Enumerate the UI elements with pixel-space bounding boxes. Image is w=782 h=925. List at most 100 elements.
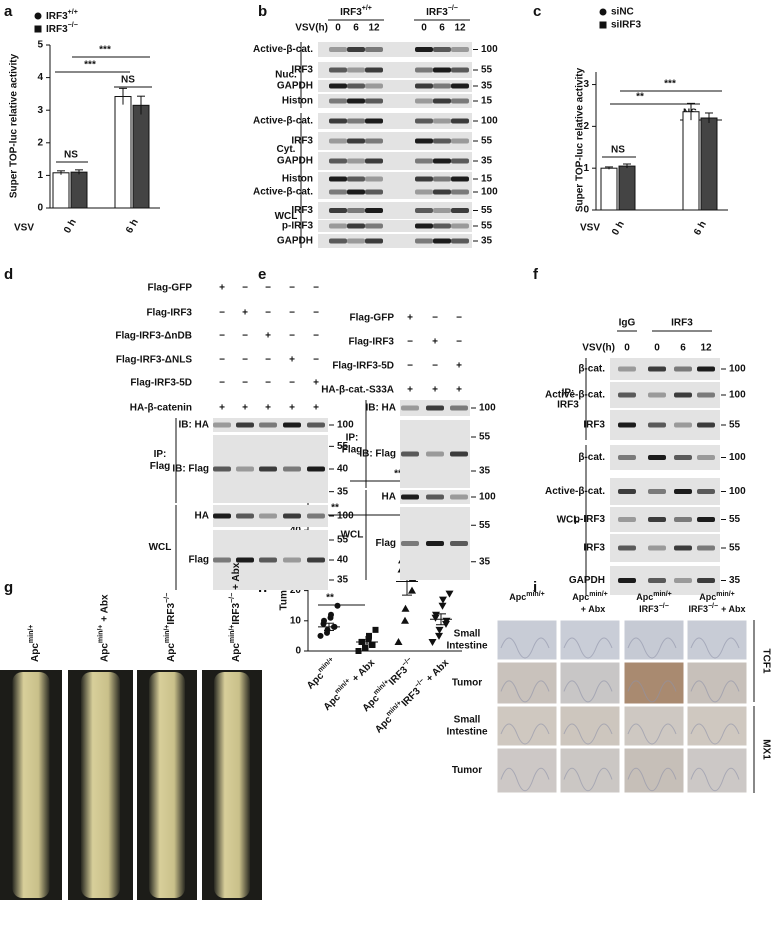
- histology-texture: [500, 637, 550, 659]
- mw-marker: 40: [337, 464, 349, 475]
- histology-image: [686, 619, 748, 661]
- x-tick-label-part: IRF3: [399, 685, 422, 708]
- blot-band: [213, 557, 231, 563]
- row-label: p-IRF3: [574, 514, 606, 525]
- mw-marker: 35: [481, 156, 493, 167]
- condition-sign: −: [219, 308, 225, 319]
- condition-label: Flag-IRF3: [348, 337, 394, 348]
- blot-band: [674, 422, 692, 428]
- condition-sign: −: [242, 283, 248, 294]
- row-label: Active-β-cat.: [253, 187, 313, 198]
- mw-marker: 100: [479, 492, 496, 503]
- column-header-part: Apc: [572, 592, 589, 602]
- legend-marker: [599, 21, 607, 29]
- blot-band: [697, 422, 715, 428]
- mw-marker: 35: [729, 575, 741, 586]
- lane-label: 6: [439, 23, 445, 34]
- blot-band: [283, 422, 301, 428]
- blot-band: [347, 158, 365, 164]
- blot-band: [451, 67, 469, 73]
- histology-image: [559, 661, 621, 705]
- blot-band: [236, 422, 254, 428]
- bar: [700, 117, 718, 211]
- blot-band: [329, 138, 347, 144]
- blot-band: [451, 189, 469, 195]
- mw-marker: 100: [729, 486, 746, 497]
- group-label: IRF3+/+: [340, 5, 372, 18]
- blot-band: [618, 422, 636, 428]
- x-tick-label-part: + Abx: [424, 657, 451, 684]
- photo-label-part: IRF3: [231, 603, 242, 625]
- legend-marker: [599, 8, 607, 16]
- mw-marker: 55: [479, 520, 491, 531]
- mw-marker: 35: [337, 486, 349, 497]
- photo-label-part: Apc: [30, 643, 41, 662]
- blot-band: [365, 158, 383, 164]
- histology-image: [623, 747, 685, 794]
- column-header: + Abx: [581, 604, 605, 614]
- histology-texture: [690, 637, 740, 659]
- point: [408, 586, 416, 594]
- blot-strip: [213, 505, 328, 527]
- row-label: p-IRF3: [282, 221, 314, 232]
- annotation: NS: [121, 75, 135, 86]
- point: [401, 604, 410, 612]
- intestine-tissue: [12, 672, 50, 898]
- blot-band: [329, 83, 347, 89]
- y-tick-label: 2: [583, 121, 589, 132]
- row-label: Intestine: [446, 727, 488, 738]
- blot-band: [697, 392, 715, 398]
- blot-band: [365, 83, 383, 89]
- blot-strip: [318, 220, 472, 232]
- blot-band: [415, 176, 433, 182]
- condition-label: Flag-IRF3-ΔNLS: [116, 355, 192, 366]
- x-tick-label-part: Apc: [360, 692, 381, 713]
- mw-marker: 100: [729, 364, 746, 375]
- legend-marker: [34, 25, 42, 33]
- y-tick-label: 10: [290, 615, 302, 626]
- mw-marker: 100: [337, 420, 354, 431]
- condition-sign: +: [432, 385, 438, 396]
- row-label: Flag: [188, 555, 209, 566]
- blot-strip: [318, 202, 472, 219]
- blot-band: [307, 557, 325, 563]
- blot-band: [259, 513, 277, 519]
- row-label: Flag: [375, 538, 396, 549]
- condition-label: HA-β-cat.-S33A: [321, 385, 394, 396]
- section-label: Cyt.: [277, 144, 296, 155]
- condition-sign: +: [242, 308, 248, 319]
- row-label: IRF3: [583, 420, 605, 431]
- annotation: ***: [664, 79, 676, 90]
- x-axis-title: VSV: [14, 223, 34, 234]
- blot-band: [433, 158, 451, 164]
- blot-band: [450, 541, 468, 546]
- legend-label-part: +/+: [68, 9, 78, 16]
- row-label: Tumor: [452, 765, 482, 776]
- condition-sign: −: [313, 331, 319, 342]
- section-label: WCL: [557, 515, 580, 526]
- photo-label-part: −/−: [164, 593, 171, 603]
- blot-band: [415, 238, 433, 244]
- blot-band: [259, 557, 277, 563]
- row-label: GAPDH: [277, 156, 313, 167]
- column-header-part: −/−: [659, 603, 669, 610]
- section-label: WCL: [275, 211, 298, 222]
- mw-marker: 40: [337, 555, 349, 566]
- legend-label-part: −/−: [68, 22, 78, 29]
- section-label: IP:: [154, 449, 167, 460]
- row-label: HA: [195, 511, 209, 522]
- blot-band: [674, 455, 692, 460]
- column-header-part: + Abx: [581, 604, 605, 614]
- blot-band: [648, 455, 666, 460]
- blot-band: [415, 138, 433, 144]
- y-tick-label: 2: [37, 137, 43, 148]
- blot-band: [347, 138, 365, 144]
- condition-sign: −: [265, 308, 271, 319]
- stain-label: TCF1: [760, 649, 771, 674]
- x-tick-label-part: + Abx: [350, 657, 377, 684]
- blot-band: [401, 451, 419, 457]
- condition-sign: −: [313, 308, 319, 319]
- row-label: Histon: [282, 174, 313, 185]
- histology-texture: [690, 723, 740, 745]
- histology-texture: [690, 767, 740, 792]
